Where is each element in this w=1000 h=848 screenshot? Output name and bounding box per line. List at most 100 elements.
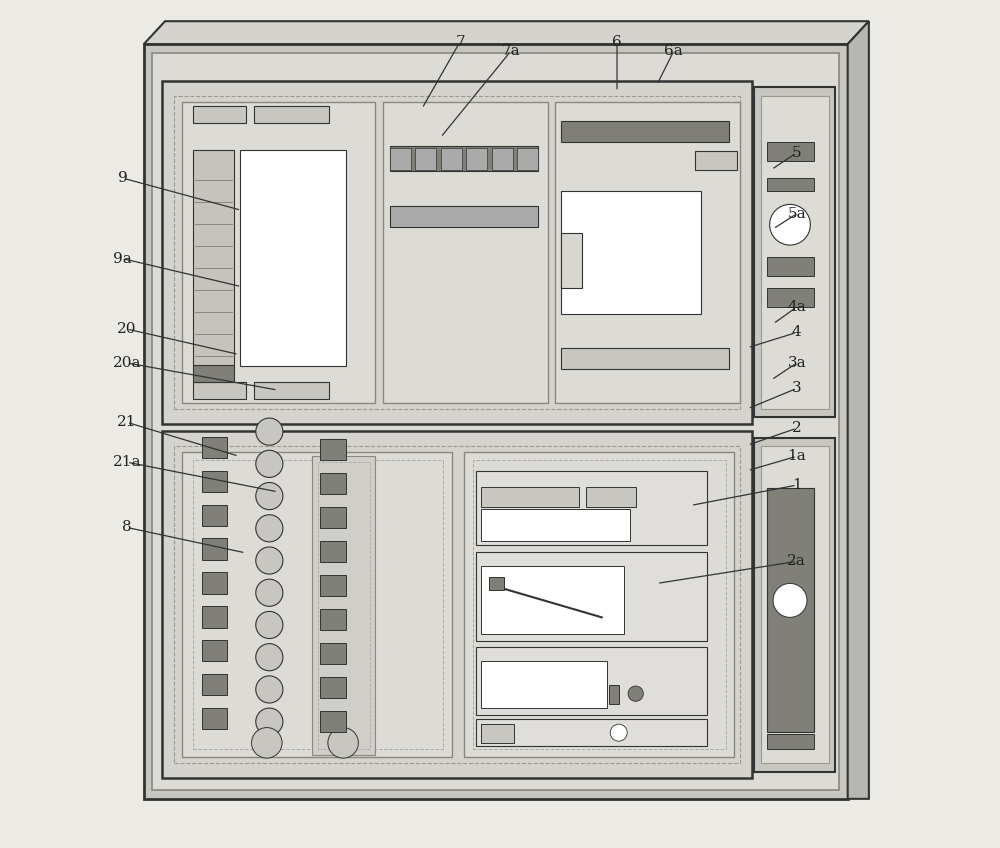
Circle shape bbox=[628, 686, 643, 701]
Circle shape bbox=[610, 724, 627, 741]
Bar bbox=[320, 507, 346, 528]
Bar bbox=[202, 471, 227, 492]
Bar bbox=[390, 206, 538, 227]
Circle shape bbox=[256, 579, 283, 606]
Bar bbox=[767, 734, 814, 749]
Text: 2a: 2a bbox=[787, 555, 806, 568]
Bar bbox=[162, 81, 752, 424]
Bar bbox=[390, 146, 538, 171]
Bar bbox=[312, 456, 375, 755]
Text: 6: 6 bbox=[612, 35, 622, 48]
Bar bbox=[320, 541, 346, 562]
Bar bbox=[193, 150, 234, 366]
Circle shape bbox=[256, 547, 283, 574]
Circle shape bbox=[256, 676, 283, 703]
Bar bbox=[193, 460, 443, 749]
Circle shape bbox=[256, 483, 283, 510]
Bar bbox=[561, 191, 701, 314]
Bar bbox=[320, 643, 346, 664]
Polygon shape bbox=[848, 21, 869, 799]
Text: 6a: 6a bbox=[664, 44, 683, 58]
Bar bbox=[320, 473, 346, 494]
Bar bbox=[561, 121, 729, 142]
Bar bbox=[202, 505, 227, 526]
Bar bbox=[202, 437, 227, 458]
Text: 1: 1 bbox=[792, 478, 802, 492]
Bar bbox=[586, 487, 636, 507]
Bar bbox=[441, 148, 462, 170]
Circle shape bbox=[256, 418, 283, 445]
Text: 3: 3 bbox=[792, 382, 802, 395]
Bar bbox=[182, 452, 452, 757]
Circle shape bbox=[773, 583, 807, 617]
Bar bbox=[561, 233, 582, 288]
Bar bbox=[240, 150, 346, 366]
Bar bbox=[320, 575, 346, 596]
Circle shape bbox=[328, 728, 358, 758]
Bar bbox=[489, 577, 504, 590]
Text: 20: 20 bbox=[117, 322, 137, 336]
Circle shape bbox=[256, 515, 283, 542]
Bar bbox=[202, 538, 227, 560]
Text: 21: 21 bbox=[117, 416, 137, 429]
Bar bbox=[202, 640, 227, 661]
Circle shape bbox=[256, 708, 283, 735]
Bar bbox=[202, 572, 227, 594]
Bar bbox=[320, 711, 346, 732]
Bar bbox=[767, 257, 814, 276]
Bar bbox=[320, 609, 346, 630]
Bar bbox=[561, 348, 729, 369]
Bar bbox=[476, 552, 707, 641]
Bar bbox=[320, 439, 346, 460]
Bar bbox=[174, 96, 740, 409]
Circle shape bbox=[256, 611, 283, 639]
Bar bbox=[609, 685, 619, 704]
Text: 20a: 20a bbox=[113, 356, 141, 370]
Circle shape bbox=[256, 450, 283, 477]
Bar bbox=[761, 446, 829, 763]
Text: 3a: 3a bbox=[787, 356, 806, 370]
Bar bbox=[144, 44, 848, 799]
Bar bbox=[254, 382, 329, 399]
Bar bbox=[695, 151, 737, 170]
Bar bbox=[481, 487, 579, 507]
Bar bbox=[174, 446, 740, 763]
Bar bbox=[202, 606, 227, 628]
Bar bbox=[481, 661, 607, 708]
Bar bbox=[481, 566, 624, 634]
Bar bbox=[481, 509, 630, 541]
Bar bbox=[202, 674, 227, 695]
Bar bbox=[193, 106, 246, 123]
Text: 9: 9 bbox=[118, 171, 128, 185]
Bar bbox=[383, 102, 548, 403]
Bar bbox=[754, 87, 835, 417]
Text: 2: 2 bbox=[792, 421, 802, 435]
Bar bbox=[767, 178, 814, 191]
Bar bbox=[517, 148, 538, 170]
Circle shape bbox=[770, 204, 810, 245]
Text: 4: 4 bbox=[792, 326, 802, 339]
Text: 4a: 4a bbox=[787, 300, 806, 314]
Text: 1a: 1a bbox=[787, 449, 806, 463]
Bar bbox=[193, 382, 246, 399]
Bar bbox=[464, 452, 734, 757]
Text: 8: 8 bbox=[122, 521, 132, 534]
Bar bbox=[754, 438, 835, 772]
Text: 9a: 9a bbox=[113, 252, 132, 265]
Bar bbox=[473, 460, 726, 749]
Text: 5a: 5a bbox=[787, 207, 806, 220]
Bar bbox=[476, 719, 707, 746]
Bar bbox=[318, 462, 370, 749]
Bar bbox=[193, 365, 234, 382]
Text: 5: 5 bbox=[792, 146, 802, 159]
Bar bbox=[162, 431, 752, 778]
Bar bbox=[555, 102, 740, 403]
Bar bbox=[390, 148, 411, 170]
Text: 7a: 7a bbox=[502, 44, 520, 58]
Circle shape bbox=[252, 728, 282, 758]
Text: 21a: 21a bbox=[113, 455, 141, 469]
Bar bbox=[202, 708, 227, 729]
Polygon shape bbox=[144, 21, 869, 44]
Bar bbox=[767, 488, 814, 732]
Bar bbox=[152, 53, 839, 790]
